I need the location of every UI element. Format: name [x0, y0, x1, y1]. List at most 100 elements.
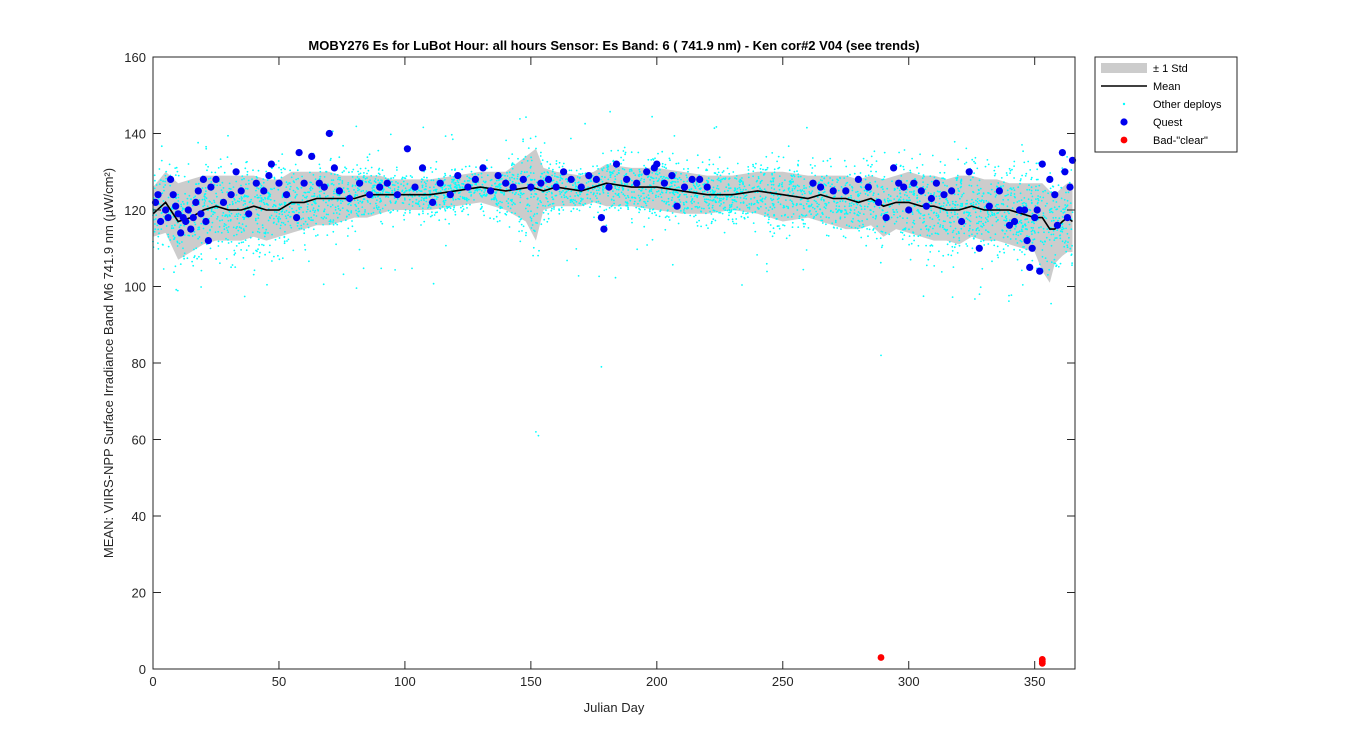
quest-point: [703, 183, 711, 191]
other-deploys-point: [327, 183, 329, 186]
other-deploys-point: [1049, 211, 1051, 214]
other-deploys-point: [280, 176, 283, 179]
other-deploys-point: [334, 206, 337, 209]
other-deploys-point: [824, 202, 827, 205]
other-deploys-point: [260, 200, 263, 203]
other-deploys-point: [304, 191, 307, 194]
other-deploys-point: [854, 226, 857, 229]
other-deploys-point: [404, 177, 407, 180]
other-deploys-point: [480, 176, 483, 179]
other-deploys-point: [275, 163, 277, 166]
other-deploys-point: [204, 193, 207, 195]
other-deploys-point: [539, 175, 542, 178]
other-deploys-point: [326, 195, 329, 197]
other-deploys-point: [778, 227, 781, 230]
other-deploys-point: [614, 187, 617, 190]
quest-point: [922, 202, 931, 210]
other-deploys-point: [733, 199, 736, 202]
other-deploys-point: [626, 202, 629, 205]
other-deploys-point: [237, 229, 240, 232]
other-deploys-point: [516, 177, 519, 180]
other-deploys-point: [329, 219, 332, 222]
other-deploys-point: [834, 195, 836, 198]
other-deploys-point: [232, 226, 235, 229]
other-deploys-point: [689, 214, 692, 217]
other-deploys-point: [393, 188, 396, 190]
other-deploys-point: [637, 174, 640, 177]
other-deploys-point: [860, 205, 863, 208]
other-deploys-point: [676, 186, 678, 189]
other-deploys-point: [664, 163, 667, 166]
other-deploys-point: [599, 205, 601, 208]
other-deploys-point: [254, 217, 257, 220]
other-deploys-point: [1064, 206, 1067, 209]
other-deploys-point: [968, 227, 971, 230]
other-deploys-point: [387, 196, 390, 199]
other-deploys-point: [617, 192, 620, 195]
quest-point: [1051, 191, 1059, 199]
quest-point: [189, 214, 197, 222]
other-deploys-point: [856, 227, 859, 230]
other-deploys-point: [530, 193, 533, 196]
other-deploys-point: [1017, 186, 1020, 189]
other-deploys-point: [667, 216, 670, 218]
other-deploys-point: [267, 232, 269, 234]
other-deploys-point: [716, 187, 718, 190]
other-deploys-point: [294, 195, 297, 198]
other-deploys-point: [1063, 245, 1066, 248]
other-deploys-point: [864, 193, 867, 195]
other-deploys-point: [605, 208, 608, 211]
quest-point: [376, 183, 384, 191]
other-deploys-point: [658, 178, 660, 180]
other-deploys-point: [1008, 212, 1010, 215]
quest-point: [403, 145, 411, 153]
other-deploys-point: [719, 204, 721, 207]
quest-point: [197, 210, 205, 218]
other-deploys-point: [314, 209, 317, 212]
other-deploys-point: [277, 254, 279, 257]
other-deploys-point: [975, 228, 978, 230]
other-deploys-point: [1001, 215, 1003, 218]
other-deploys-point: [320, 190, 323, 193]
other-deploys-point: [620, 156, 622, 159]
other-deploys-point: [290, 226, 293, 229]
other-deploys-point: [643, 192, 645, 195]
other-deploys-point: [692, 184, 695, 187]
other-deploys-point: [319, 170, 322, 173]
other-deploys-point: [233, 198, 236, 201]
quest-point: [537, 179, 545, 187]
other-deploys-point: [496, 185, 498, 188]
other-deploys-point: [985, 229, 987, 232]
quest-point: [265, 172, 273, 180]
quest-point: [1026, 263, 1034, 271]
other-deploys-point: [364, 167, 367, 170]
other-deploys-point: [875, 170, 877, 173]
other-deploys-point: [643, 178, 646, 181]
other-deploys-point: [722, 201, 725, 204]
other-deploys-point: [722, 170, 725, 172]
other-deploys-point: [628, 170, 631, 173]
other-deploys-point: [534, 135, 537, 138]
other-deploys-point: [709, 199, 711, 201]
quest-point: [809, 179, 817, 187]
other-deploys-point: [707, 198, 710, 201]
other-deploys-point: [826, 159, 829, 162]
other-deploys-point: [961, 194, 964, 196]
other-deploys-point: [948, 221, 951, 224]
other-deploys-point: [796, 170, 798, 173]
other-deploys-point: [169, 184, 172, 187]
legend-swatch-other: [1122, 102, 1126, 106]
other-deploys-point: [773, 188, 776, 191]
other-deploys-point: [716, 197, 719, 199]
other-deploys-point: [647, 197, 650, 200]
other-deploys-point: [219, 262, 221, 265]
other-deploys-point: [621, 167, 624, 170]
other-deploys-point: [421, 178, 424, 181]
other-deploys-point: [642, 206, 645, 209]
other-deploys-point: [377, 191, 379, 194]
quest-point: [199, 175, 207, 183]
other-deploys-point: [670, 185, 673, 188]
other-deploys-point: [372, 211, 375, 214]
other-deploys-point: [1041, 255, 1044, 258]
other-deploys-point: [898, 203, 901, 206]
